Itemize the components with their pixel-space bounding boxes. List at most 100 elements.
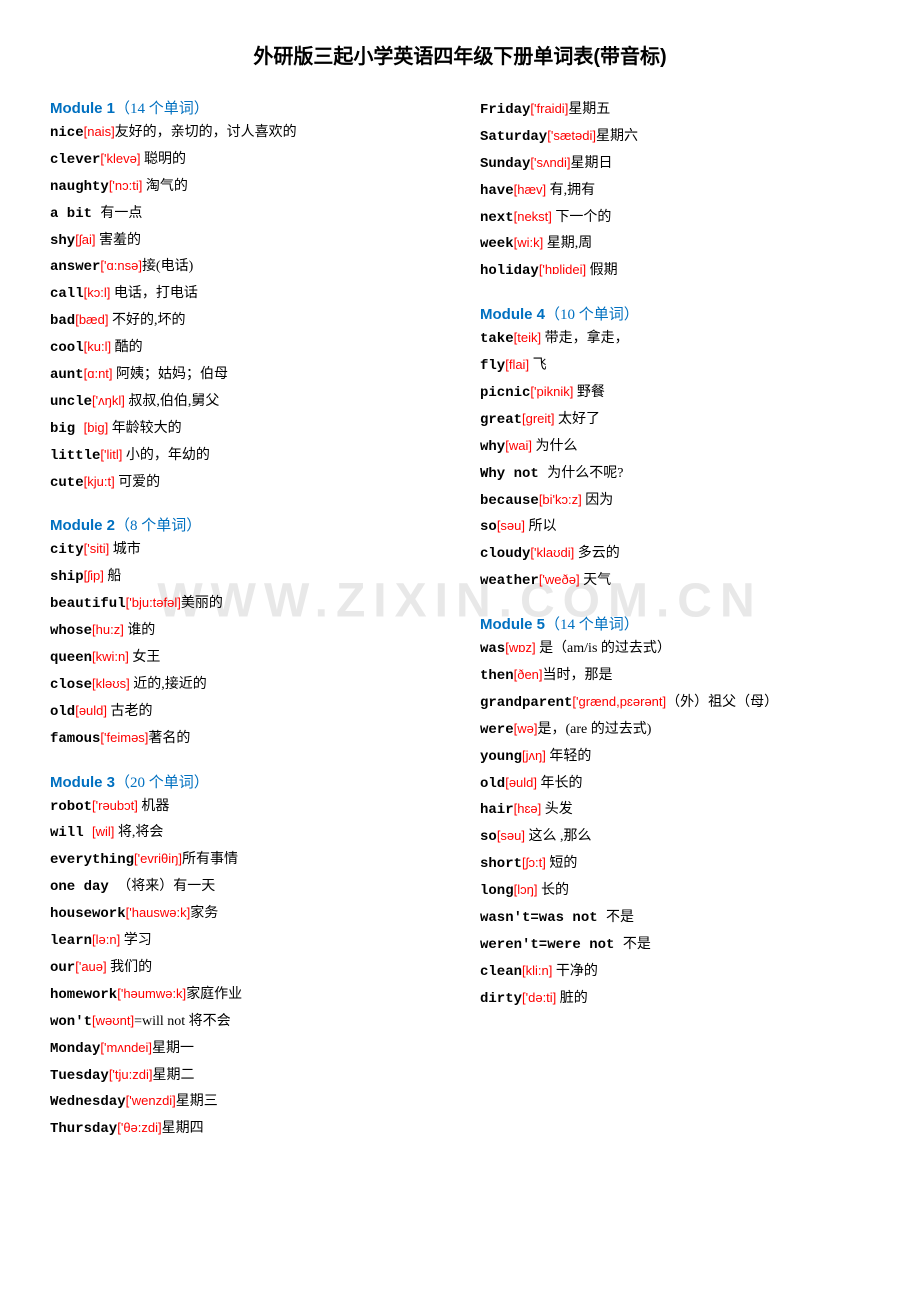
word: queen [50, 650, 92, 666]
vocab-entry: then[ðen]当时，那是 [480, 663, 870, 690]
definition: 阿姨；姑妈；伯母 [113, 367, 229, 382]
word: ship [50, 569, 84, 585]
word: then [480, 668, 514, 684]
module-block: Friday['fraidi]星期五Saturday['sætədi]星期六Su… [480, 97, 870, 285]
phonetic: [flai] [505, 357, 529, 372]
phonetic: ['rəubɔt] [92, 798, 138, 813]
right-column: Friday['fraidi]星期五Saturday['sætədi]星期六Su… [480, 97, 870, 1161]
phonetic: ['siti] [84, 541, 110, 556]
definition: 天气 [580, 573, 612, 588]
word: dirty [480, 991, 522, 1007]
definition: 聪明的 [140, 152, 186, 167]
word: Why not [480, 466, 547, 482]
definition: （外）祖父（母） [666, 695, 778, 710]
definition: 女王 [129, 650, 161, 665]
definition: 家务 [190, 906, 218, 921]
vocab-entry: so[səu] 这么 ,那么 [480, 824, 870, 851]
definition: 有一点 [100, 206, 142, 221]
phonetic: ['fraidi] [530, 101, 568, 116]
phonetic: [big] [84, 420, 109, 435]
definition: 带走，拿走， [541, 331, 629, 346]
definition: 星期二 [152, 1068, 194, 1083]
word: clean [480, 964, 522, 980]
definition: 电话，打电话 [110, 286, 198, 301]
vocab-entry: weren't=were not 不是 [480, 932, 870, 959]
vocab-entry: why[wai] 为什么 [480, 434, 870, 461]
phonetic: [teik] [514, 330, 541, 345]
vocab-entry: clean[kli:n] 干净的 [480, 959, 870, 986]
module-header: Module 1（14 个单词） [50, 97, 440, 118]
definition: 这么 ,那么 [525, 829, 592, 844]
vocab-entry: Thursday['θə:zdi]星期四 [50, 1116, 440, 1143]
vocab-entry: beautiful['bju:təfəl]美丽的 [50, 591, 440, 618]
word: naughty [50, 179, 109, 195]
vocab-entry: everything['evriθiŋ]所有事情 [50, 847, 440, 874]
phonetic: [kləʊs] [92, 676, 130, 691]
word: close [50, 677, 92, 693]
vocab-entry: great[greit] 太好了 [480, 407, 870, 434]
page-title: 外研版三起小学英语四年级下册单词表(带音标) [50, 40, 870, 69]
vocab-entry: city['siti] 城市 [50, 537, 440, 564]
word: Wednesday [50, 1094, 126, 1110]
vocab-entry: naughty['nɔ:ti] 淘气的 [50, 174, 440, 201]
word: cool [50, 340, 84, 356]
phonetic: [hæv] [514, 182, 547, 197]
phonetic: [wai] [505, 438, 532, 453]
word: grandparent [480, 695, 572, 711]
module-block: Module 5（14 个单词）was[wɒz] 是（am/is 的过去式）th… [480, 613, 870, 1012]
word: weather [480, 573, 539, 589]
word: fly [480, 358, 505, 374]
definition: 有,拥有 [546, 183, 595, 198]
definition: 飞 [529, 358, 547, 373]
phonetic: [ku:l] [84, 339, 111, 354]
vocab-entry: have[hæv] 有,拥有 [480, 178, 870, 205]
word: picnic [480, 385, 530, 401]
word: hair [480, 802, 514, 818]
definition: 叔叔,伯伯,舅父 [125, 394, 220, 409]
phonetic: [wɒz] [505, 640, 535, 655]
word: was [480, 641, 505, 657]
word: long [480, 883, 514, 899]
module-header: Module 2（8 个单词） [50, 514, 440, 535]
module-count: （10 个单词） [545, 307, 639, 323]
phonetic: ['feiməs] [100, 730, 148, 745]
word: cloudy [480, 546, 530, 562]
module-header: Module 4（10 个单词） [480, 303, 870, 324]
vocab-entry: so[səu] 所以 [480, 514, 870, 541]
phonetic: [bi'kɔ:z] [539, 492, 582, 507]
word: clever [50, 152, 100, 168]
vocab-entry: ship[ʃip] 船 [50, 564, 440, 591]
word: whose [50, 623, 92, 639]
phonetic: [greit] [522, 411, 555, 426]
word: answer [50, 259, 100, 275]
definition: 所以 [525, 519, 557, 534]
word: shy [50, 233, 75, 249]
vocab-entry: close[kləʊs] 近的,接近的 [50, 672, 440, 699]
word: so [480, 519, 497, 535]
vocab-entry: our['auə] 我们的 [50, 955, 440, 982]
phonetic: ['grænd,pɛərənt] [572, 694, 666, 709]
vocab-entry: take[teik] 带走，拿走， [480, 326, 870, 353]
phonetic: [ʃai] [75, 232, 95, 247]
module-count: （20 个单词） [115, 775, 209, 791]
phonetic: ['θə:zdi] [117, 1120, 161, 1135]
word: little [50, 448, 100, 464]
vocab-entry: whose[hu:z] 谁的 [50, 618, 440, 645]
module-header: Module 5（14 个单词） [480, 613, 870, 634]
definition: 不好的,坏的 [108, 313, 185, 328]
vocab-entry: Friday['fraidi]星期五 [480, 97, 870, 124]
word: next [480, 210, 514, 226]
definition: 机器 [138, 799, 170, 814]
vocab-entry: young[jʌŋ] 年轻的 [480, 744, 870, 771]
phonetic: [nekst] [514, 209, 552, 224]
definition: 星期一 [152, 1041, 194, 1056]
vocab-entry: uncle['ʌŋkl] 叔叔,伯伯,舅父 [50, 389, 440, 416]
phonetic: ['piknik] [530, 384, 573, 399]
definition: 多云的 [574, 546, 620, 561]
vocab-entry: famous['feiməs]著名的 [50, 726, 440, 753]
word: so [480, 829, 497, 845]
phonetic: [kwi:n] [92, 649, 129, 664]
definition: 星期,周 [543, 236, 592, 251]
vocab-entry: robot['rəubɔt] 机器 [50, 794, 440, 821]
phonetic: ['litl] [100, 447, 122, 462]
